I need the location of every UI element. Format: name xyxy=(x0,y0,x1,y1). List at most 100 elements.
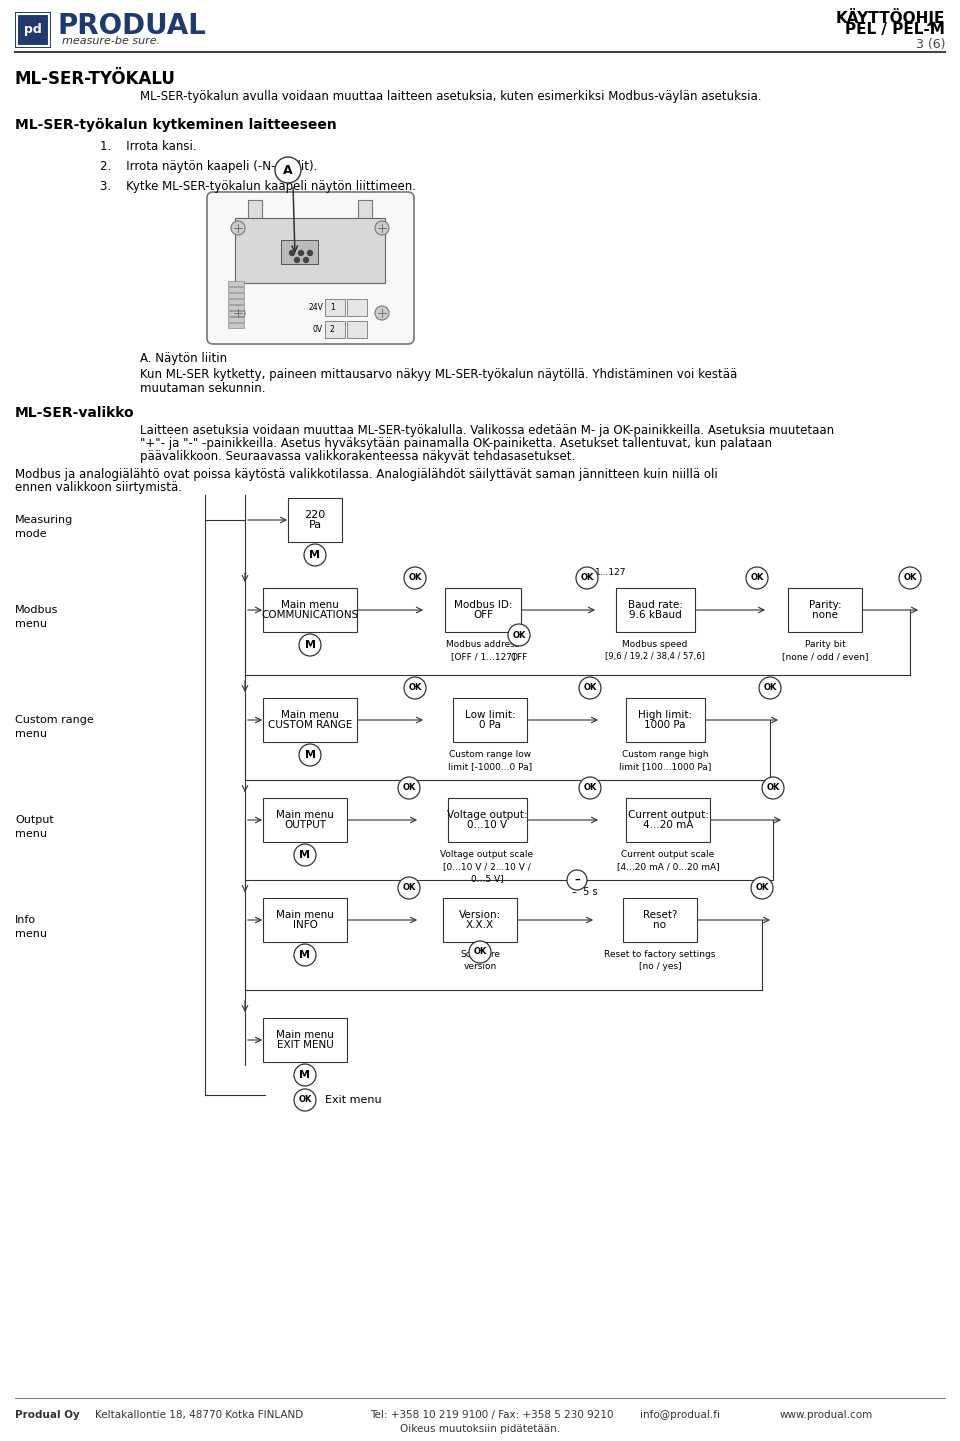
Circle shape xyxy=(231,305,245,320)
FancyBboxPatch shape xyxy=(263,697,357,742)
Text: Main menu: Main menu xyxy=(276,1030,334,1040)
Text: 2.    Irrota näytön kaapeli (-N-mallit).: 2. Irrota näytön kaapeli (-N-mallit). xyxy=(100,160,318,173)
Text: Tel: +358 10 219 9100 / Fax: +358 5 230 9210: Tel: +358 10 219 9100 / Fax: +358 5 230 … xyxy=(370,1409,613,1419)
Text: [4...20 mA / 0...20 mA]: [4...20 mA / 0...20 mA] xyxy=(616,862,719,870)
Text: menu: menu xyxy=(15,929,47,940)
Text: 2: 2 xyxy=(330,326,335,334)
Text: version: version xyxy=(464,963,496,971)
Text: mode: mode xyxy=(15,529,47,539)
Circle shape xyxy=(290,251,295,255)
Text: OK: OK xyxy=(402,784,416,793)
Text: Baud rate:: Baud rate: xyxy=(628,601,683,611)
Text: OK: OK xyxy=(756,883,769,892)
Text: ML-SER-TYÖKALU: ML-SER-TYÖKALU xyxy=(15,71,176,88)
Circle shape xyxy=(579,677,601,699)
Text: –: – xyxy=(574,875,580,885)
FancyBboxPatch shape xyxy=(325,298,345,316)
Circle shape xyxy=(567,870,587,891)
Circle shape xyxy=(375,305,389,320)
FancyBboxPatch shape xyxy=(207,192,414,344)
Circle shape xyxy=(307,251,313,255)
FancyBboxPatch shape xyxy=(281,241,318,264)
Text: OK: OK xyxy=(584,784,597,793)
Text: Current output:: Current output: xyxy=(628,810,708,820)
Circle shape xyxy=(762,777,784,798)
Bar xyxy=(228,298,244,304)
Text: M: M xyxy=(309,550,321,561)
Text: 220: 220 xyxy=(304,510,325,520)
Text: menu: menu xyxy=(15,620,47,630)
Text: OFF: OFF xyxy=(473,610,493,620)
Text: 0...10 V: 0...10 V xyxy=(467,820,507,830)
Bar xyxy=(228,293,244,298)
Text: Parity bit: Parity bit xyxy=(804,640,846,648)
Bar xyxy=(228,317,244,321)
Text: menu: menu xyxy=(15,829,47,839)
Text: –  5 s: – 5 s xyxy=(572,888,598,896)
Text: OUTPUT: OUTPUT xyxy=(284,820,326,830)
FancyBboxPatch shape xyxy=(248,200,262,220)
Bar xyxy=(228,311,244,316)
Text: [OFF / 1...127]: [OFF / 1...127] xyxy=(451,651,516,661)
FancyBboxPatch shape xyxy=(626,697,705,742)
FancyBboxPatch shape xyxy=(263,1017,347,1062)
Text: pd: pd xyxy=(24,23,42,36)
Text: 1000 Pa: 1000 Pa xyxy=(644,719,685,729)
Text: A: A xyxy=(283,163,293,176)
FancyBboxPatch shape xyxy=(235,218,385,282)
Text: muutaman sekunnin.: muutaman sekunnin. xyxy=(140,382,266,395)
Text: Main menu: Main menu xyxy=(281,710,339,720)
FancyBboxPatch shape xyxy=(615,588,694,633)
Bar xyxy=(228,305,244,310)
Text: COMMUNICATIONS: COMMUNICATIONS xyxy=(261,610,359,620)
Text: "+"- ja "-" -painikkeilla. Asetus hyväksytään painamalla OK-painiketta. Asetukse: "+"- ja "-" -painikkeilla. Asetus hyväks… xyxy=(140,437,772,450)
Text: Reset?: Reset? xyxy=(643,911,677,921)
Circle shape xyxy=(751,878,773,899)
FancyBboxPatch shape xyxy=(17,14,49,46)
FancyBboxPatch shape xyxy=(288,499,342,542)
Circle shape xyxy=(375,220,389,235)
Circle shape xyxy=(404,677,426,699)
Text: OK: OK xyxy=(903,574,917,582)
Text: 3 (6): 3 (6) xyxy=(916,37,945,50)
Text: M: M xyxy=(304,640,316,650)
Text: Exit menu: Exit menu xyxy=(325,1095,382,1105)
Text: ML-SER-työkalun avulla voidaan muuttaa laitteen asetuksia, kuten esimerkiksi Mod: ML-SER-työkalun avulla voidaan muuttaa l… xyxy=(140,89,761,102)
Text: OK: OK xyxy=(513,631,526,640)
FancyBboxPatch shape xyxy=(788,588,862,633)
Text: www.produal.com: www.produal.com xyxy=(780,1409,874,1419)
FancyBboxPatch shape xyxy=(347,321,367,339)
Text: Modbus ID:: Modbus ID: xyxy=(454,601,513,611)
Text: [no / yes]: [no / yes] xyxy=(638,963,682,971)
Text: EXIT MENU: EXIT MENU xyxy=(276,1039,333,1049)
Text: Main menu: Main menu xyxy=(276,911,334,921)
Text: no: no xyxy=(654,919,666,929)
Circle shape xyxy=(231,220,245,235)
Circle shape xyxy=(759,677,781,699)
Circle shape xyxy=(299,634,321,656)
Text: Modbus: Modbus xyxy=(15,605,59,615)
FancyBboxPatch shape xyxy=(15,12,51,48)
Text: Low limit:: Low limit: xyxy=(465,710,516,720)
FancyBboxPatch shape xyxy=(626,798,710,842)
Text: measure-be sure.: measure-be sure. xyxy=(62,36,160,46)
Text: Oikeus muutoksiin pidätetään.: Oikeus muutoksiin pidätetään. xyxy=(400,1424,560,1434)
Text: Version:: Version: xyxy=(459,911,501,921)
Circle shape xyxy=(576,566,598,589)
Text: OK: OK xyxy=(402,883,416,892)
Text: OK: OK xyxy=(473,948,487,957)
Text: Pa: Pa xyxy=(308,520,322,530)
Text: Voltage output:: Voltage output: xyxy=(446,810,527,820)
FancyBboxPatch shape xyxy=(263,898,347,942)
Text: 1.    Irrota kansi.: 1. Irrota kansi. xyxy=(100,140,197,153)
Circle shape xyxy=(404,566,426,589)
FancyBboxPatch shape xyxy=(443,898,517,942)
Text: 0...5 V]: 0...5 V] xyxy=(470,875,503,883)
FancyBboxPatch shape xyxy=(453,697,527,742)
Circle shape xyxy=(508,624,530,646)
Circle shape xyxy=(304,545,326,566)
FancyBboxPatch shape xyxy=(325,321,345,339)
Circle shape xyxy=(294,844,316,866)
Text: 0V: 0V xyxy=(313,326,323,334)
Text: Voltage output scale: Voltage output scale xyxy=(441,850,534,859)
